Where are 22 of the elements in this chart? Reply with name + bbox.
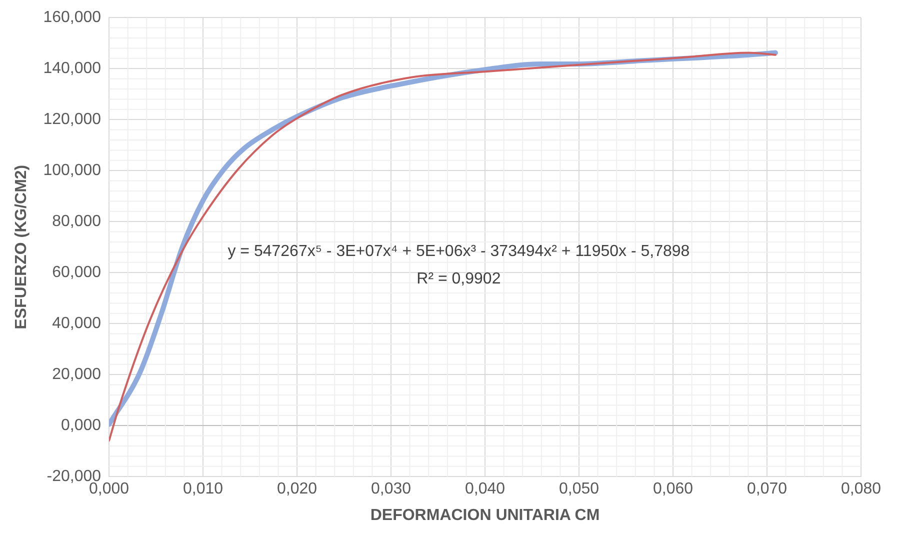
- y-tick-label: 40,000: [52, 315, 102, 332]
- y-tick-label: 120,000: [43, 111, 102, 128]
- y-tick-label: 140,000: [43, 60, 102, 78]
- y-tick-label: 100,000: [43, 162, 102, 180]
- x-tick-label: 0,040: [464, 480, 506, 498]
- x-tick-label: 0,080: [840, 480, 882, 498]
- x-tick-label: 0,060: [652, 480, 694, 498]
- y-tick-label: 80,000: [52, 213, 102, 230]
- x-tick-label: 0,020: [277, 480, 318, 498]
- y-tick-label: 0,000: [60, 417, 102, 434]
- y-tick-label: 20,000: [52, 366, 102, 384]
- annotation: y = 547267x⁵ - 3E+07x⁴ + 5E+06x³ - 373494x² + 11950x - 5,7898: [228, 243, 690, 260]
- y-tick-label: 60,000: [52, 264, 102, 282]
- x-tick-label: 0,030: [371, 480, 412, 498]
- x-axis-title: DEFORMACION UNITARIA CM: [370, 506, 600, 524]
- y-axis-title: ESFUERZO (KG/CM2): [13, 164, 30, 330]
- x-tick-label: 0,070: [746, 480, 788, 498]
- y-tick-label: 160,000: [43, 9, 102, 26]
- x-tick-label: 0,010: [183, 480, 224, 498]
- x-tick-label: 0,000: [89, 480, 130, 498]
- annotation: R² = 0,9902: [416, 270, 501, 288]
- x-tick-label: 0,050: [558, 480, 600, 498]
